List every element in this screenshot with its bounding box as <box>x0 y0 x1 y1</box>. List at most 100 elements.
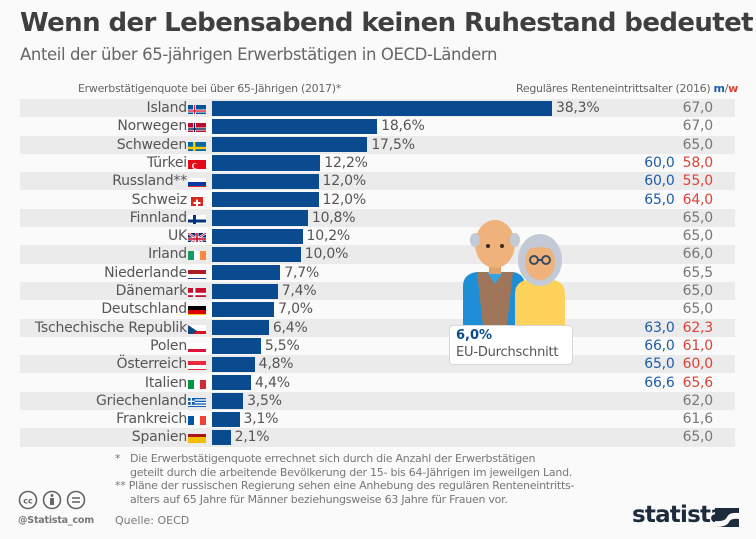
retirement-age: 62,0 <box>682 392 714 410</box>
retirement-age: 66,0 <box>682 245 714 263</box>
value-label: 4,4% <box>255 374 290 391</box>
chart-row: Italien 4,4% 66,6 65,6 <box>20 374 735 392</box>
eu-average-label: EU-Durchschnitt <box>456 345 559 360</box>
bar <box>212 411 240 427</box>
value-label: 17,5% <box>371 136 415 153</box>
value-label: 18,6% <box>381 118 425 135</box>
bar <box>212 137 368 153</box>
footnote-1-cont: geteilt durch die arbeitende Bevölkerung… <box>130 465 573 479</box>
chart-title: Wenn der Lebensabend keinen Ruhestand be… <box>20 8 754 38</box>
retirement-age-women: 60,0 <box>682 356 714 373</box>
retirement-age-women: 61,0 <box>682 337 714 354</box>
value-label: 7,4% <box>281 283 317 299</box>
retirement-age: 67,0 <box>683 99 714 117</box>
chart-row: Deutschland 7,0% 65,0 <box>20 300 735 318</box>
retirement-age-all: 65,5 <box>682 264 714 281</box>
value-label: 6,4% <box>272 319 308 336</box>
category-label: Tschechische Republik <box>34 319 187 336</box>
creative-commons-icons[interactable]: cc <box>18 490 98 510</box>
category-label: Finnland <box>129 209 188 226</box>
retirement-age: 65,0 <box>682 209 714 227</box>
retirement-age-all: 65,0 <box>682 283 714 299</box>
chart-row: Dänemark 7,4% 65,0 <box>20 282 735 301</box>
flag-norway-icon <box>188 120 206 133</box>
retirement-age-all: 65,0 <box>682 228 714 245</box>
retirement-age-all: 65,0 <box>682 136 714 153</box>
category-label: Schweiz <box>131 191 188 208</box>
statista-logo-icon <box>715 508 739 527</box>
category-label: Island <box>146 100 188 116</box>
value-label: 10,8% <box>311 209 356 226</box>
value-label: 3,1% <box>243 411 279 428</box>
bar <box>212 192 319 208</box>
flag-denmark-icon <box>188 285 206 297</box>
bar <box>212 210 308 226</box>
old-man-icon <box>463 220 525 326</box>
chart-row: Niederlande 7,7% 65,5 <box>20 264 735 282</box>
eu-average-value: 6,0% <box>456 328 493 343</box>
retirement-age: 61,6 <box>683 410 714 428</box>
footnote-1: * Die Erwerbstätigenquote errechnet sich… <box>115 452 536 465</box>
value-label: 7,0% <box>278 301 313 318</box>
retirement-age: 63,0 62,3 <box>644 319 713 337</box>
chart-row: Österreich 4,8% 65,0 60,0 <box>20 355 735 374</box>
retirement-age-men: 65,0 <box>644 356 675 373</box>
flag-italy-icon <box>188 377 206 389</box>
flag-switzerland-icon <box>188 194 206 206</box>
flag-russia-icon <box>188 175 206 188</box>
old-woman-icon <box>515 234 565 326</box>
retirement-age: 65,0 <box>682 282 714 300</box>
category-label: Italien <box>144 374 187 391</box>
retirement-age: 65,0 <box>682 136 714 154</box>
flag-iceland-icon <box>188 102 206 114</box>
bar <box>212 118 378 135</box>
bar <box>212 246 301 263</box>
chart-row: Russland** 12,0% 60,0 55,0 <box>20 172 735 191</box>
retirement-age-men: 63,0 <box>644 319 675 336</box>
category-label: Polen <box>150 337 187 354</box>
retirement-age: 67,0 <box>683 117 714 135</box>
category-label: Russland** <box>112 173 187 190</box>
chart-row: Tschechische Republik 6,4% 63,0 62,3 <box>20 318 735 337</box>
retirement-age: 65,0 <box>682 227 714 245</box>
category-label: Irland <box>148 246 187 263</box>
retirement-age-women: 62,3 <box>682 319 714 336</box>
statista-logo[interactable]: statista <box>632 502 726 528</box>
retirement-age-all: 65,0 <box>682 429 714 446</box>
retirement-age-all: 65,0 <box>682 209 714 226</box>
value-label: 12,0% <box>322 173 367 190</box>
retirement-age: 65,0 <box>682 300 714 318</box>
chart-row: Spanien 2,1% 65,0 <box>20 428 735 447</box>
value-label: 5,5% <box>264 337 300 354</box>
left-column-header: Erwerbstätigenquote bei über 65-Jährigen… <box>78 82 341 95</box>
retirement-age: 66,0 61,0 <box>644 337 713 355</box>
retirement-age-women: 58,0 <box>682 154 714 171</box>
retirement-age-all: 65,0 <box>682 301 714 318</box>
right-column-header: Reguläres Renteneintrittsalter (2016) m/… <box>516 82 738 95</box>
bar <box>212 155 321 171</box>
retirement-age-all: 66,0 <box>682 246 714 263</box>
statista-handle[interactable]: @Statista_com <box>18 515 94 526</box>
flag-czech-icon <box>188 322 206 334</box>
retirement-age: 65,0 60,0 <box>644 355 713 373</box>
flag-france-icon <box>188 413 206 426</box>
bar <box>212 429 231 446</box>
elderly-couple-illustration <box>463 220 565 326</box>
chart-subtitle: Anteil der über 65-jährigen Erwerbstätig… <box>20 45 498 64</box>
flag-netherlands-icon <box>188 267 206 279</box>
flag-spain-icon <box>188 431 206 444</box>
category-label: Schweden <box>116 136 187 153</box>
retirement-age-all: 62,0 <box>682 392 714 409</box>
bar <box>212 356 255 372</box>
flag-greece-icon <box>188 395 206 407</box>
bar <box>212 375 252 391</box>
retirement-age: 65,5 <box>682 264 714 282</box>
retirement-age-men: 66,6 <box>644 374 675 391</box>
category-label: Türkei <box>146 154 187 171</box>
retirement-age-women: 65,6 <box>682 374 714 391</box>
no-derivatives-icon <box>66 490 86 510</box>
category-label: Niederlande <box>104 264 187 281</box>
bar <box>212 320 269 336</box>
flag-turkey-icon <box>188 157 206 169</box>
bar <box>212 265 281 281</box>
